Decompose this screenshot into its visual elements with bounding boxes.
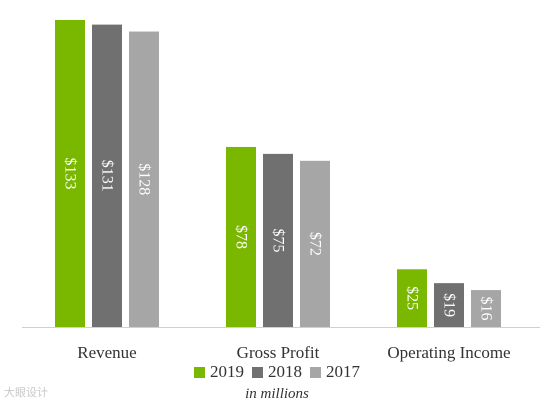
data-label-operating-income-2017: $16 <box>478 297 495 321</box>
bars-layer: $133 $131 $128 $78 $75 $72 $25 $19 $16 <box>55 20 501 328</box>
legend-swatch-2019 <box>194 366 205 378</box>
category-label-revenue: Revenue <box>77 343 136 362</box>
category-label-gross-profit: Gross Profit <box>237 343 320 362</box>
bar-revenue-2018 <box>92 24 122 327</box>
bar-operating-income-2019 <box>397 269 427 327</box>
category-label-operating-income: Operating Income <box>387 343 510 362</box>
watermark: 大眼设计 <box>4 386 48 399</box>
legend-item-2019: 2019 <box>194 362 244 382</box>
legend-item-2017: 2017 <box>310 362 360 382</box>
legend-label-2019: 2019 <box>210 362 244 381</box>
units-note: in millions <box>245 386 309 402</box>
category-labels: Revenue Gross Profit Operating Income <box>77 343 510 362</box>
bar-gross-profit-2017 <box>300 160 330 327</box>
legend-label-2018: 2018 <box>268 362 302 381</box>
legend-swatch-2018 <box>252 366 263 378</box>
data-label-revenue-2019: $133 <box>62 158 79 190</box>
data-label-revenue-2018: $131 <box>99 160 116 192</box>
legend: 2019 2018 2017 <box>0 362 554 383</box>
data-label-gross-profit-2019: $78 <box>233 225 250 249</box>
data-label-gross-profit-2017: $72 <box>307 232 324 256</box>
data-label-gross-profit-2018: $75 <box>270 228 287 252</box>
bar-revenue-2019 <box>55 20 85 327</box>
data-label-operating-income-2019: $25 <box>404 286 421 310</box>
data-label-revenue-2017: $128 <box>136 163 153 195</box>
bar-operating-income-2018 <box>434 283 464 327</box>
legend-swatch-2017 <box>310 366 321 378</box>
bar-revenue-2017 <box>129 31 159 328</box>
legend-item-2018: 2018 <box>252 362 302 382</box>
data-label-operating-income-2018: $19 <box>441 293 458 317</box>
legend-label-2017: 2017 <box>326 362 360 381</box>
bar-operating-income-2017 <box>471 290 501 327</box>
bar-gross-profit-2018 <box>263 153 293 327</box>
bar-gross-profit-2019 <box>226 146 256 327</box>
